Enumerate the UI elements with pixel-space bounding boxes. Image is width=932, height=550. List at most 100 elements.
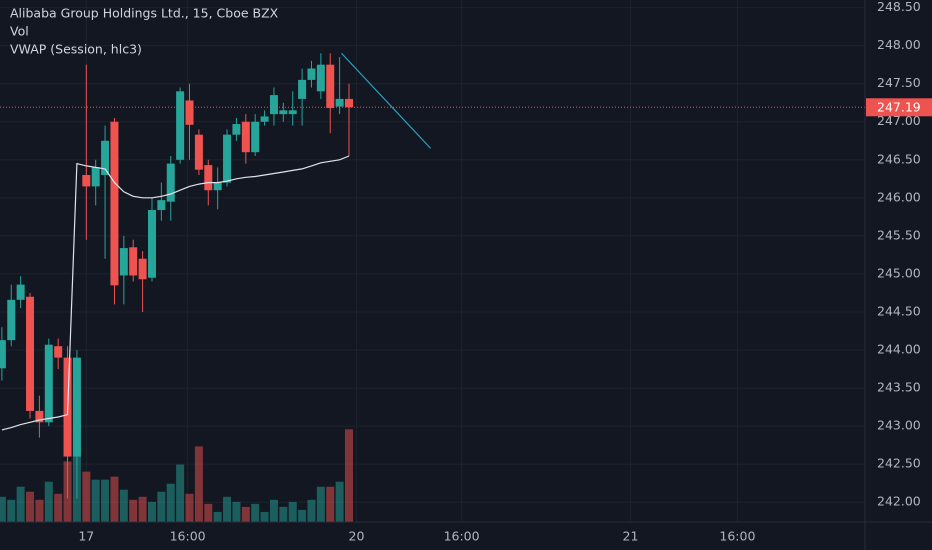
volume-bar	[54, 493, 63, 522]
candle-body	[279, 110, 288, 115]
candle-body	[26, 296, 35, 411]
volume-bar	[251, 503, 260, 522]
volume-bar	[147, 501, 156, 522]
x-tick-label: 17	[78, 529, 94, 544]
volume-bar	[176, 464, 185, 522]
candle-body	[129, 247, 138, 276]
candle-body	[194, 134, 203, 170]
volume-bar	[326, 486, 335, 522]
volume-bar	[335, 481, 344, 522]
y-tick-label: 242.50	[877, 456, 921, 471]
volume-bar	[269, 499, 278, 522]
indicator-label: Vol	[10, 24, 29, 39]
candle-body	[82, 175, 91, 187]
y-tick-label: 245.00	[877, 265, 921, 280]
candle-body	[176, 91, 185, 160]
volume-bar	[288, 501, 297, 522]
volume-bar	[223, 496, 232, 522]
volume-bar	[35, 499, 44, 522]
volume-bar	[260, 511, 269, 522]
volume-bar	[213, 511, 222, 522]
y-tick-label: 243.50	[877, 380, 921, 395]
candle-body	[345, 98, 354, 108]
candle-body	[35, 410, 44, 423]
y-tick-label: 244.00	[877, 342, 921, 357]
volume-bar	[82, 471, 91, 522]
volume-bar	[232, 501, 241, 522]
volume-bar	[16, 486, 25, 522]
volume-bar	[204, 503, 213, 522]
candle-body	[251, 121, 260, 153]
x-tick-label: 20	[349, 529, 365, 544]
candle-body	[335, 98, 344, 107]
volume-bar	[7, 499, 16, 522]
candle-body	[91, 167, 100, 187]
candle-body	[223, 134, 232, 183]
volume-bar	[44, 481, 53, 522]
x-tick-label: 16:00	[170, 529, 206, 544]
volume-bar	[307, 499, 316, 522]
x-tick-label: 16:00	[444, 529, 480, 544]
volume-bar	[241, 506, 250, 522]
candle-body	[232, 124, 241, 135]
volume-bar	[0, 496, 6, 522]
candle-body	[157, 200, 166, 211]
candle-body	[260, 116, 269, 122]
y-tick-label: 246.50	[877, 151, 921, 166]
candle-body	[101, 140, 110, 176]
volume-bar	[166, 483, 175, 522]
chart-title: Alibaba Group Holdings Ltd., 15, Cboe BZ…	[10, 6, 279, 21]
volume-bar	[298, 509, 307, 522]
volume-bar	[194, 446, 203, 522]
candle-body	[7, 299, 16, 341]
y-tick-label: 244.50	[877, 303, 921, 318]
candle-body	[307, 68, 316, 80]
candle-body	[298, 79, 307, 99]
volume-bar	[157, 491, 166, 522]
volume-bar	[91, 479, 100, 522]
candle-body	[16, 284, 25, 300]
y-tick-label: 248.00	[877, 37, 921, 52]
candle-body	[138, 258, 147, 280]
y-tick-label: 246.00	[877, 189, 921, 204]
candle-body	[166, 163, 175, 202]
candle-body	[213, 182, 222, 191]
candle-body	[269, 95, 278, 115]
candle-body	[54, 346, 63, 358]
volume-bar	[129, 499, 138, 522]
volume-bar	[101, 479, 110, 522]
candle-body	[44, 344, 53, 423]
y-tick-label: 248.50	[877, 0, 921, 14]
volume-bar	[345, 429, 354, 522]
candle-body	[0, 340, 6, 369]
candle-body	[204, 165, 213, 191]
candle-body	[288, 110, 297, 115]
volume-bar	[279, 506, 288, 522]
trend-line	[341, 52, 432, 149]
vwap-line	[1, 155, 350, 431]
candle-body	[326, 64, 335, 109]
candle-body	[147, 210, 156, 278]
y-tick-label: 247.50	[877, 75, 921, 90]
candle-body	[241, 121, 250, 153]
volume-bar	[119, 489, 128, 522]
volume-bar	[110, 476, 119, 522]
y-tick-label: 247.00	[877, 113, 921, 128]
volume-bar	[138, 496, 147, 522]
candle-body	[316, 64, 325, 92]
volume-bar	[26, 491, 35, 522]
volume-bar	[316, 486, 325, 522]
y-tick-label: 245.50	[877, 227, 921, 242]
volume-bar	[185, 493, 194, 522]
candle-body	[119, 248, 128, 276]
indicator-label: VWAP (Session, hlc3)	[10, 42, 142, 57]
last-price-badge	[866, 98, 932, 117]
candle-body	[110, 121, 119, 286]
y-tick-label: 243.00	[877, 418, 921, 433]
candle-body	[185, 100, 194, 125]
last-price-label: 247.19	[877, 99, 921, 114]
y-tick-label: 242.00	[877, 494, 921, 509]
x-tick-label: 21	[623, 529, 639, 544]
candle-body	[72, 357, 81, 457]
